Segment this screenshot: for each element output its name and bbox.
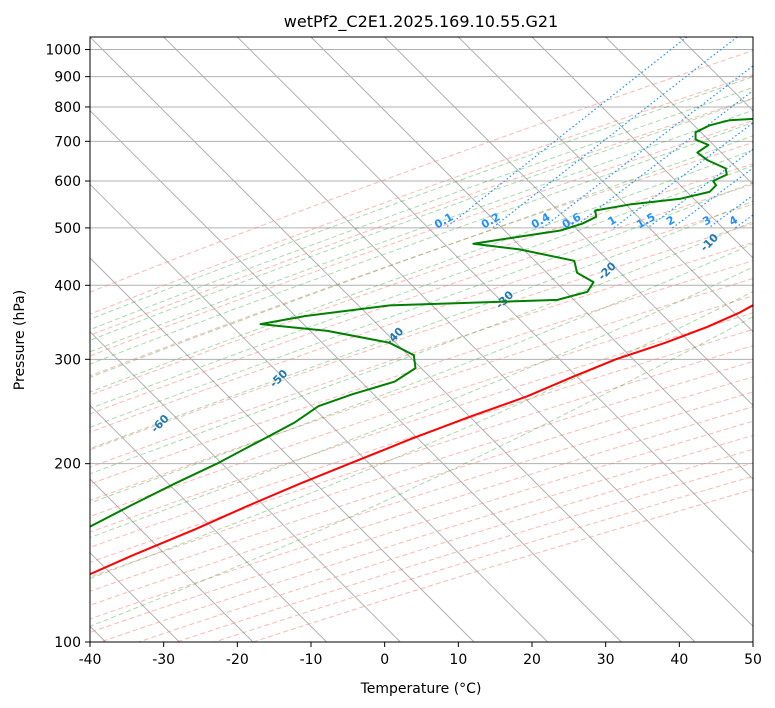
dry-adiabat — [90, 391, 753, 606]
moist-adiabat — [90, 200, 753, 450]
mixing-ratio-line — [572, 89, 753, 229]
plot-frame — [89, 36, 754, 643]
x-tick-label: 40 — [670, 652, 688, 668]
y-tick-label: 600 — [54, 174, 81, 190]
x-tick-label: 30 — [597, 652, 615, 668]
x-tick-label: 10 — [449, 652, 467, 668]
line-labels: 0.10.20.40.611.52346810131620253036-100-… — [148, 210, 740, 435]
x-tick-label: -10 — [300, 652, 323, 668]
mixing-ratio-lines — [445, 37, 753, 229]
x-tick-label: 0 — [380, 652, 389, 668]
chart-title: wetPf2_C2E1.2025.169.10.55.G21 — [284, 12, 558, 32]
y-tick-label: 800 — [54, 100, 81, 116]
mixing-ratio-line — [492, 37, 738, 229]
dry-adiabat — [90, 163, 753, 396]
dry-adiabat — [90, 312, 753, 533]
y-tick-label: 300 — [54, 352, 81, 368]
isotherm-gridline — [90, 257, 475, 642]
dry-adiabat — [90, 183, 753, 415]
y-tick-label: 900 — [54, 70, 81, 86]
mixing-ratio-line — [672, 167, 753, 229]
x-tick-label: -30 — [152, 652, 175, 668]
moist-adiabat — [90, 76, 753, 320]
plot-background — [90, 37, 753, 642]
x-tick-label: 50 — [744, 652, 762, 668]
dry-adiabat — [90, 295, 753, 518]
isotherm-gridline — [531, 37, 753, 259]
x-tick-label: 20 — [523, 652, 541, 668]
y-tick-label: 200 — [54, 457, 81, 473]
dry-adiabat — [90, 360, 753, 578]
moist-adiabat — [90, 98, 753, 341]
y-tick-label: 100 — [54, 635, 81, 651]
x-tick-label: -20 — [226, 652, 249, 668]
dry-adiabat — [90, 260, 753, 485]
y-axis-label: Pressure (hPa) — [12, 290, 28, 390]
x-tick-label: -40 — [79, 652, 102, 668]
dry-adiabat — [90, 50, 753, 293]
dry-adiabat — [90, 142, 753, 377]
isotherm-gridline — [163, 37, 753, 628]
dry-adiabat — [90, 345, 753, 563]
moist-adiabat — [90, 242, 753, 504]
isotherm-gridline — [90, 37, 696, 642]
isotherm-gridline — [90, 478, 254, 642]
y-tick-label: 500 — [54, 221, 81, 237]
moist-adiabat — [90, 266, 753, 539]
isotherm-gridline — [90, 183, 549, 642]
temperature-profile — [90, 304, 753, 576]
dry-adiabat — [90, 278, 753, 501]
isotherm-gridline — [457, 37, 753, 333]
x-axis-label: Temperature (°C) — [360, 681, 482, 697]
moist-adiabat — [90, 164, 753, 410]
isotherm-gridline — [310, 37, 753, 480]
isotherm-gridline — [90, 109, 622, 642]
x-axis: -40 -30 -20 -10 0 10 20 30 40 50 — [79, 642, 762, 668]
y-tick-label: 400 — [54, 278, 81, 294]
isotherm-gridline — [90, 404, 328, 642]
moist-adiabat — [90, 122, 753, 365]
grid-layer — [90, 37, 753, 642]
moist-adiabat — [90, 181, 753, 428]
y-tick-label: 1000 — [45, 43, 81, 59]
y-tick-label: 700 — [54, 134, 81, 150]
isotherm-gridline — [90, 330, 401, 642]
moist-adiabat — [90, 149, 753, 393]
dewpoint-profile — [90, 117, 753, 528]
isotherm-gridline — [384, 37, 753, 407]
y-axis: 100 200 300 400 500 600 700 800 900 1000 — [45, 43, 90, 651]
dry-adiabat — [90, 328, 753, 548]
mixing-ratio-line — [542, 65, 753, 229]
dry-adiabat — [90, 376, 753, 592]
series-layer — [90, 117, 753, 576]
isotherm-gridline — [236, 37, 753, 554]
isotherm-gridline — [605, 37, 753, 186]
dry-adiabat — [90, 97, 753, 336]
